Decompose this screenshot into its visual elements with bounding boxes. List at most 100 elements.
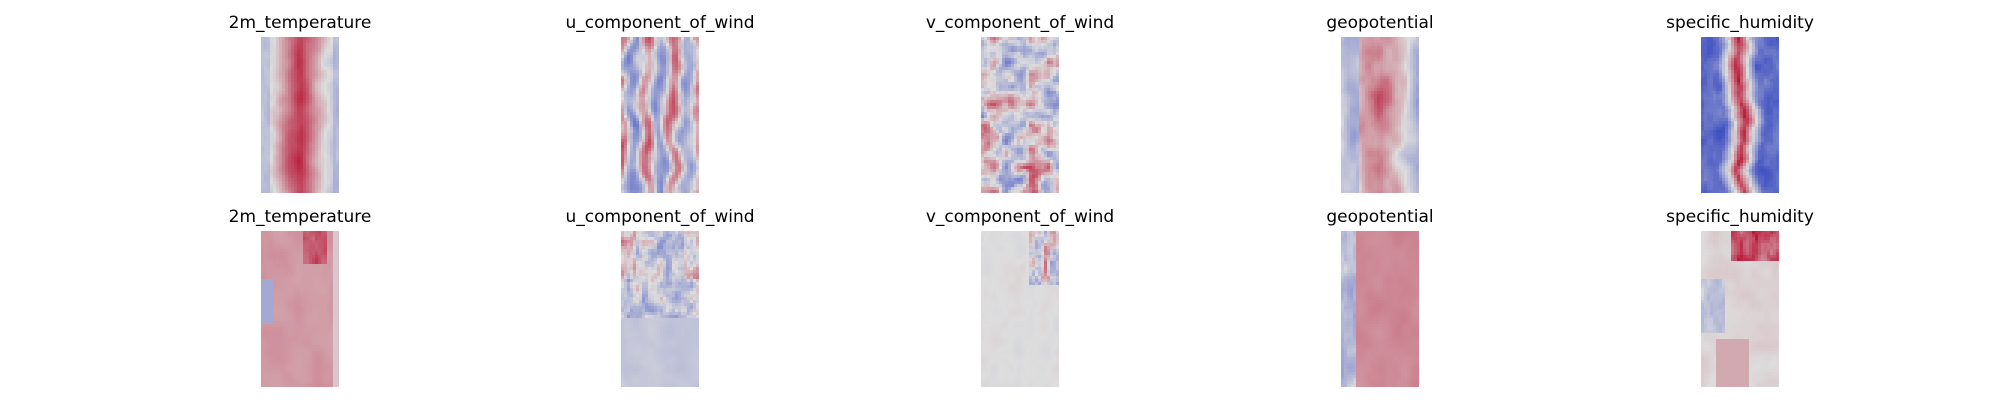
heatmap-cell: [1020, 37, 1024, 41]
heatmap-cell: [630, 58, 634, 62]
heatmap-cell: [279, 130, 283, 134]
heatmap-cell: [1401, 121, 1405, 125]
heatmap-cell: [1344, 121, 1348, 125]
heatmap-cell: [690, 46, 694, 50]
heatmap-cell: [273, 145, 277, 149]
heatmap-cell: [684, 166, 688, 170]
heatmap-cell: [1350, 91, 1354, 95]
heatmap-cell: [999, 82, 1003, 86]
heatmap-cell: [1035, 55, 1039, 59]
heatmap-cell: [1341, 112, 1345, 116]
heatmap-cell: [1389, 43, 1393, 47]
heatmap-cell: [984, 130, 988, 134]
heatmap-cell: [285, 190, 289, 193]
heatmap-cell: [657, 94, 661, 98]
heatmap-cell: [1374, 49, 1378, 53]
heatmap-cell: [1344, 79, 1348, 83]
heatmap-cell: [297, 190, 301, 193]
heatmap-cell: [336, 166, 339, 170]
heatmap-cell: [1023, 121, 1027, 125]
heatmap-cell: [1005, 49, 1009, 53]
heatmap-cell: [693, 145, 697, 149]
heatmap-cell: [999, 160, 1003, 164]
heatmap-cell: [657, 61, 661, 65]
heatmap-cell: [1341, 142, 1345, 146]
heatmap-cell: [336, 76, 339, 80]
heatmap-cell: [261, 55, 265, 59]
heatmap-cell: [276, 136, 280, 140]
heatmap-cell: [657, 166, 661, 170]
heatmap-cell: [279, 37, 283, 41]
heatmap-cell: [273, 37, 277, 41]
heatmap-cell: [996, 46, 1000, 50]
heatmap-cell: [1002, 70, 1006, 74]
heatmap-cell: [309, 103, 313, 107]
heatmap-cell: [669, 154, 673, 158]
heatmap-cell: [648, 142, 652, 146]
heatmap-cell: [261, 67, 265, 71]
heatmap-cell: [624, 166, 628, 170]
heatmap-cell: [1362, 64, 1366, 68]
heatmap-cell: [261, 184, 265, 188]
heatmap-cell: [1056, 154, 1059, 158]
heatmap-cell: [1377, 127, 1381, 131]
heatmap-cell: [330, 91, 334, 95]
heatmap-cell: [1023, 118, 1027, 122]
heatmap-cell: [1032, 58, 1036, 62]
heatmap-cell: [624, 190, 628, 193]
heatmap-cell: [633, 106, 637, 110]
heatmap-cell: [693, 55, 697, 59]
heatmap-cell: [1353, 43, 1357, 47]
heatmap-cell: [1014, 151, 1018, 155]
heatmap-cell: [282, 130, 286, 134]
heatmap-cell: [669, 37, 673, 41]
heatmap-cell: [678, 139, 682, 143]
heatmap-cell: [309, 142, 313, 146]
heatmap-cell: [1404, 37, 1408, 41]
heatmap-cell: [1056, 97, 1059, 101]
heatmap-cell: [333, 115, 337, 119]
heatmap-cell: [999, 91, 1003, 95]
heatmap-cell: [1035, 61, 1039, 65]
heatmap-cell: [1344, 85, 1348, 89]
heatmap-cell: [642, 175, 646, 179]
heatmap-cell: [627, 154, 631, 158]
heatmap-cell: [1374, 130, 1378, 134]
heatmap-cell: [1035, 43, 1039, 47]
heatmap-cell: [273, 130, 277, 134]
heatmap-cell: [288, 133, 292, 137]
heatmap-cell: [309, 79, 313, 83]
heatmap-cell: [333, 61, 337, 65]
heatmap-cell: [687, 103, 691, 107]
heatmap-cell: [645, 52, 649, 56]
heatmap-cell: [645, 181, 649, 185]
heatmap-cell: [270, 160, 274, 164]
heatmap-cell: [1011, 172, 1015, 176]
heatmap-cell: [1017, 100, 1021, 104]
heatmap-cell: [684, 121, 688, 125]
heatmap-cell: [627, 151, 631, 155]
heatmap-cell: [636, 82, 640, 86]
heatmap-cell: [1020, 40, 1024, 44]
heatmap-cell: [1032, 118, 1036, 122]
heatmap-cell: [1353, 82, 1357, 86]
heatmap-cell: [654, 85, 658, 89]
heatmap-cell: [648, 82, 652, 86]
heatmap-cell: [996, 85, 1000, 89]
heatmap-cell: [645, 91, 649, 95]
heatmap-cell: [645, 67, 649, 71]
heatmap-cell: [288, 115, 292, 119]
heatmap-cell: [303, 103, 307, 107]
heatmap-cell: [1395, 94, 1399, 98]
heatmap-cell: [1053, 130, 1057, 134]
heatmap-cell: [1011, 130, 1015, 134]
heatmap-cell: [264, 91, 268, 95]
heatmap-cell: [321, 181, 325, 185]
heatmap-cell: [270, 166, 274, 170]
heatmap-cell: [1368, 46, 1372, 50]
heatmap-cell: [1398, 37, 1402, 41]
heatmap-cell: [996, 43, 1000, 47]
heatmap-cell: [336, 130, 339, 134]
heatmap-cell: [288, 46, 292, 50]
heatmap-cell: [1026, 115, 1030, 119]
